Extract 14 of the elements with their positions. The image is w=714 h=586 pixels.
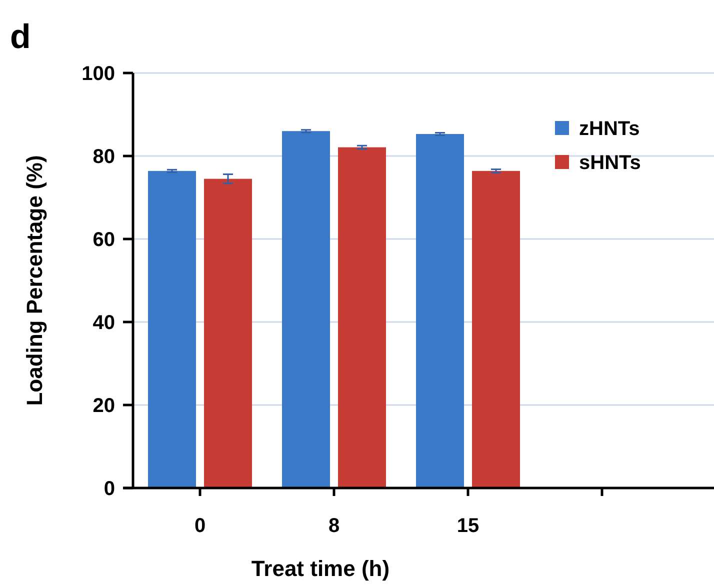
y-tick-label: 40 [92, 312, 115, 334]
x-axis-title: Treat time (h) [251, 556, 390, 581]
x-tick-label: 8 [328, 515, 340, 537]
legend-label: zHNTs [579, 118, 640, 140]
y-tick-label: 80 [92, 146, 115, 168]
x-tick-label: 0 [194, 515, 206, 537]
y-tick-label: 20 [92, 395, 115, 417]
chart-title: d [10, 18, 31, 56]
y-axis-title: Loading Percentage (%) [22, 155, 47, 406]
y-tick-label: 60 [92, 229, 115, 251]
x-tick-label: 15 [456, 515, 480, 537]
legend-label: sHNTs [579, 152, 641, 174]
y-tick-label: 0 [104, 478, 115, 500]
y-tick-label: 100 [82, 63, 115, 85]
